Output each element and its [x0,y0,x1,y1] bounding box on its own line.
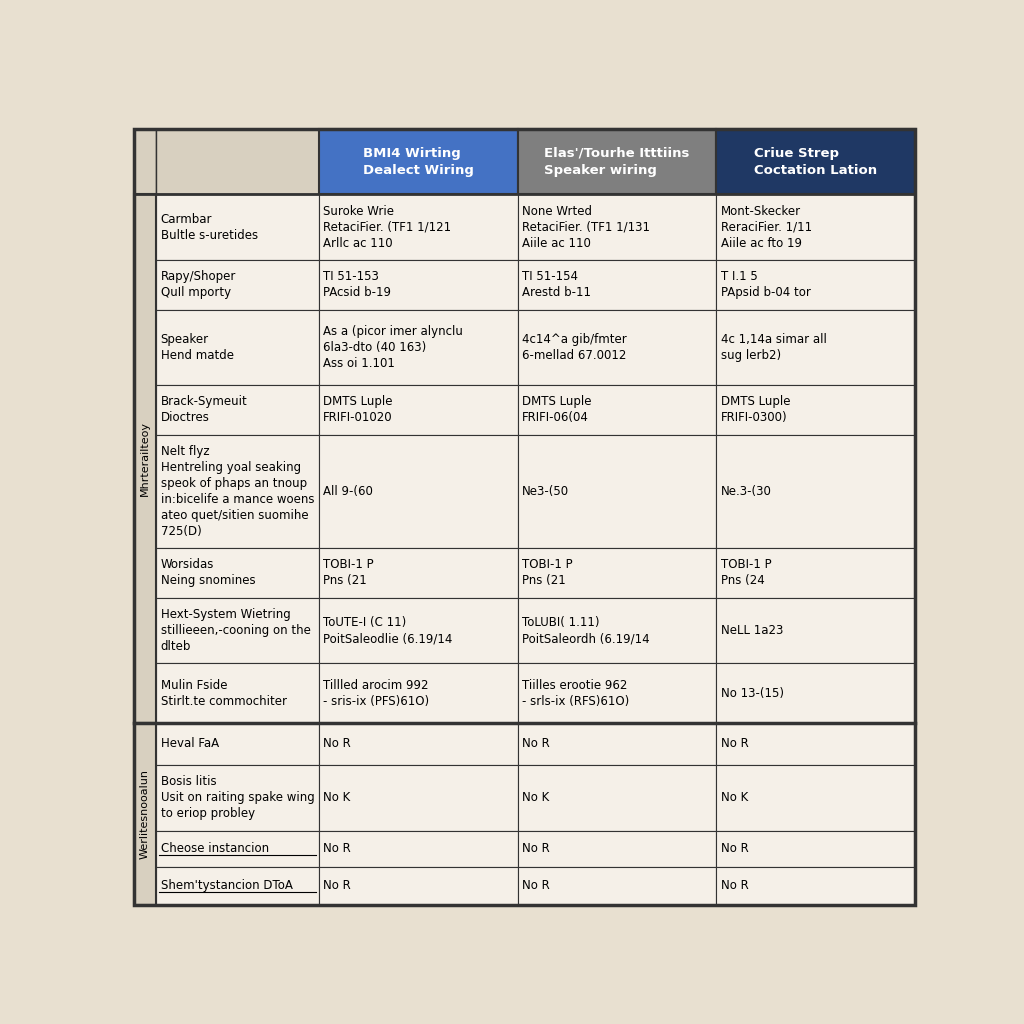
Bar [717,195,915,260]
Bar [717,385,915,435]
Bar [517,664,717,723]
Bar [517,830,717,866]
Bar [318,129,517,195]
Bar [156,310,318,385]
Bar [517,548,717,598]
Text: T I.1 5
PApsid b-04 tor: T I.1 5 PApsid b-04 tor [721,270,811,299]
Text: Rapy/Shoper
QuIl mporty: Rapy/Shoper QuIl mporty [161,270,236,299]
Text: Mhrterailteoy: Mhrterailteoy [140,421,151,496]
Text: Shem'tystancion DToA: Shem'tystancion DToA [161,880,293,893]
Text: No R: No R [522,842,550,855]
Bar [517,435,717,548]
Text: Criue Strep
Coctation Lation: Criue Strep Coctation Lation [755,146,878,177]
Text: Mulin Fside
Stirlt.te commochiter: Mulin Fside Stirlt.te commochiter [161,679,287,708]
Bar [156,129,318,195]
Bar [717,129,915,195]
Text: All 9-(60: All 9-(60 [324,484,373,498]
Text: Cheose instancion: Cheose instancion [161,842,268,855]
Text: No 13-(15): No 13-(15) [721,686,784,699]
Text: Ne.3-(30: Ne.3-(30 [721,484,772,498]
Bar [717,723,915,765]
Bar [134,129,156,195]
Bar [318,664,517,723]
Text: TI 51-153
PAcsid b-19: TI 51-153 PAcsid b-19 [324,270,391,299]
Text: Worsidas
Neing snomines: Worsidas Neing snomines [161,558,255,588]
Text: TOBI-1 P
Pns (21: TOBI-1 P Pns (21 [522,558,572,588]
Text: Tillled arocim 992
- sris-ix (PFS)61O): Tillled arocim 992 - sris-ix (PFS)61O) [324,679,429,708]
Text: ToUTE-I (C 11)
PoitSaleodlie (6.19/14: ToUTE-I (C 11) PoitSaleodlie (6.19/14 [324,616,453,645]
Bar [318,830,517,866]
Bar [156,195,318,260]
Bar [156,598,318,664]
Bar [134,195,156,723]
Text: Hext-System Wietring
stillieeen,-cooning on the
dlteb: Hext-System Wietring stillieeen,-cooning… [161,608,310,653]
Bar [517,260,717,310]
Text: Nelt flyz
Hentreling yoal seaking
speok of phaps an tnoup
in:bicelife a mance wo: Nelt flyz Hentreling yoal seaking speok … [161,444,314,538]
Bar [318,385,517,435]
Bar [156,435,318,548]
Bar [318,310,517,385]
Bar [318,435,517,548]
Bar [156,765,318,830]
Text: Tiilles erootie 962
- srls-ix (RFS)61O): Tiilles erootie 962 - srls-ix (RFS)61O) [522,679,630,708]
Bar [517,129,717,195]
Bar [156,723,318,765]
Text: No K: No K [721,792,749,804]
Text: Speaker
Hend matde: Speaker Hend matde [161,333,233,361]
Text: TI 51-154
Arestd b-11: TI 51-154 Arestd b-11 [522,270,591,299]
Bar [517,598,717,664]
Bar [134,723,156,905]
Text: No K: No K [522,792,550,804]
Text: TOBI-1 P
Pns (24: TOBI-1 P Pns (24 [721,558,772,588]
Text: NeLL 1a23: NeLL 1a23 [721,625,783,637]
Text: As a (picor imer alynclu
6la3-dto (40 163)
Ass oi 1.101: As a (picor imer alynclu 6la3-dto (40 16… [324,325,463,370]
Bar [156,830,318,866]
Bar [717,866,915,905]
Bar [156,866,318,905]
Bar [156,664,318,723]
Bar [517,310,717,385]
Bar [318,598,517,664]
Text: No R: No R [324,842,351,855]
Text: Suroke Wrie
RetaciFier. (TF1 1/121
Arllc ac 110: Suroke Wrie RetaciFier. (TF1 1/121 Arllc… [324,205,452,250]
Bar [156,385,318,435]
Text: None Wrted
RetaciFier. (TF1 1/131
Aiile ac 110: None Wrted RetaciFier. (TF1 1/131 Aiile … [522,205,650,250]
Bar [318,260,517,310]
Text: No R: No R [522,880,550,893]
Text: Bosis litis
Usit on raiting spake wing
to eriop probley: Bosis litis Usit on raiting spake wing t… [161,775,314,820]
Text: Mont-Skecker
ReraciFier. 1/11
Aiile ac fto 19: Mont-Skecker ReraciFier. 1/11 Aiile ac f… [721,205,812,250]
Text: No R: No R [324,880,351,893]
Bar [717,598,915,664]
Bar [717,765,915,830]
Text: Carmbar
Bultle s-uretides: Carmbar Bultle s-uretides [161,213,258,242]
Bar [717,548,915,598]
Text: Ne3-(50: Ne3-(50 [522,484,569,498]
Bar [156,260,318,310]
Bar [717,664,915,723]
Text: No R: No R [721,842,749,855]
Text: DMTS Luple
FRIFI-01020: DMTS Luple FRIFI-01020 [324,395,393,424]
Bar [318,723,517,765]
Text: BMI4 Wirting
Dealect Wiring: BMI4 Wirting Dealect Wiring [362,146,473,177]
Bar [318,195,517,260]
Text: No R: No R [721,880,749,893]
Text: Heval FaA: Heval FaA [161,737,219,751]
Text: Elas'/Tourhe Itttiins
Speaker wiring: Elas'/Tourhe Itttiins Speaker wiring [545,146,690,177]
Text: Brack-Symeuit
Dioctres: Brack-Symeuit Dioctres [161,395,248,424]
Text: No K: No K [324,792,350,804]
Bar [517,765,717,830]
Text: No R: No R [721,737,749,751]
Bar [717,310,915,385]
Text: No R: No R [522,737,550,751]
Bar [318,548,517,598]
Bar [717,830,915,866]
Bar [156,548,318,598]
Bar [517,723,717,765]
Text: Werlitesnooalun: Werlitesnooalun [140,769,151,859]
Bar [517,385,717,435]
Text: 4c14^a gib/fmter
6-mellad 67.0012: 4c14^a gib/fmter 6-mellad 67.0012 [522,333,627,361]
Text: DMTS Luple
FRIFI-0300): DMTS Luple FRIFI-0300) [721,395,791,424]
Bar [717,435,915,548]
Text: ToLUBI( 1.11)
PoitSaleordh (6.19/14: ToLUBI( 1.11) PoitSaleordh (6.19/14 [522,616,650,645]
Bar [717,260,915,310]
